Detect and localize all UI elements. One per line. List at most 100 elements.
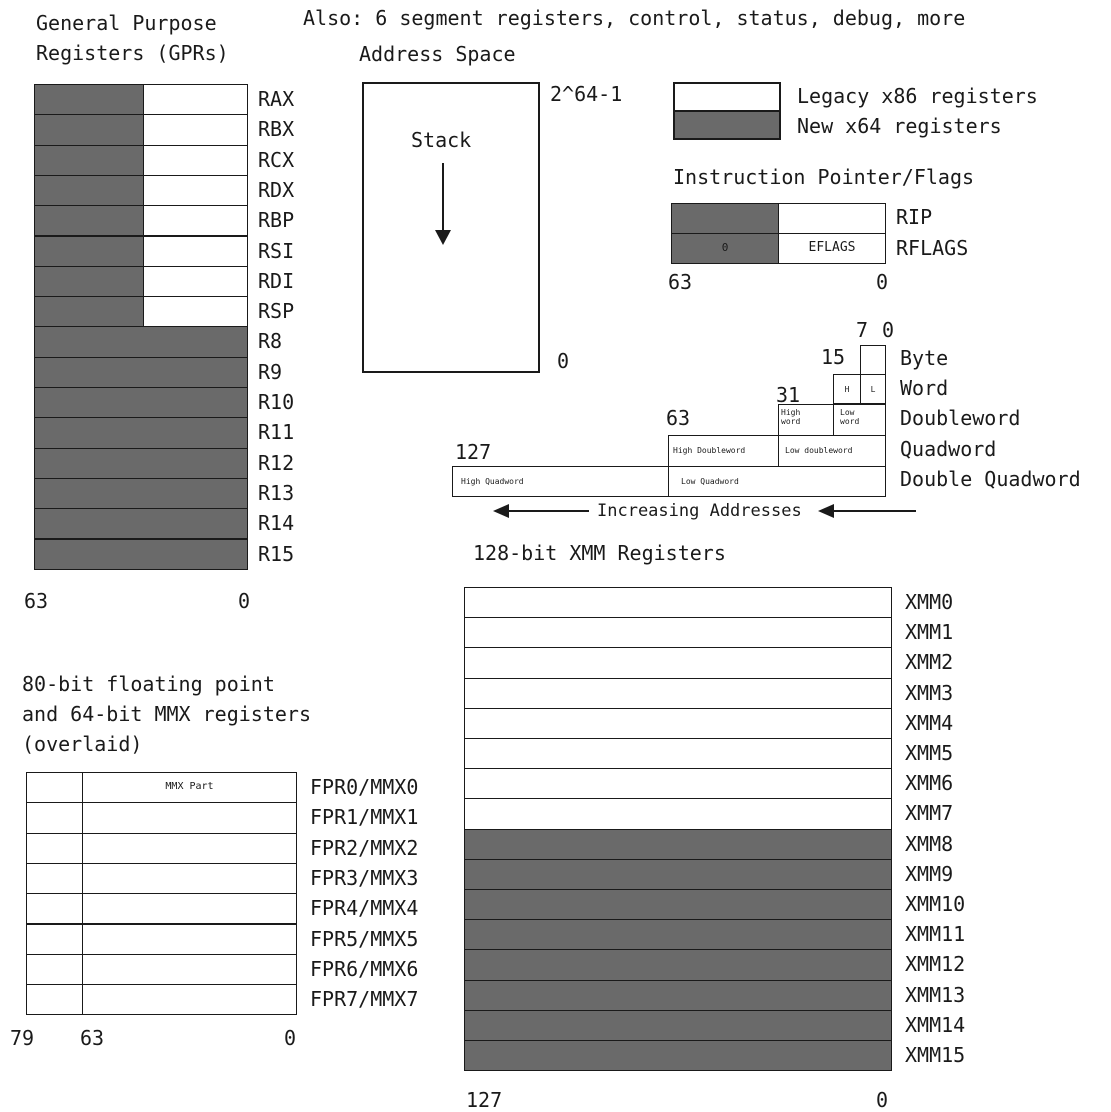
gpr-row-upper-part bbox=[34, 114, 144, 146]
legend-new-swatch bbox=[673, 110, 781, 140]
fpu-bit-79: 79 bbox=[10, 1026, 35, 1050]
fpu-label: FPR0/MMX0 bbox=[310, 775, 419, 799]
dword-low-word-cell: Low word bbox=[833, 404, 886, 436]
dqword-high-qword-cell: High Quadword bbox=[452, 466, 669, 497]
eflags-label: EFLAGS bbox=[808, 240, 856, 255]
gpr-label: R9 bbox=[258, 359, 283, 384]
gpr-label: RBP bbox=[258, 208, 295, 233]
gpr-row-new bbox=[34, 508, 248, 540]
xmm-label: XMM4 bbox=[905, 710, 954, 735]
gpr-label: R15 bbox=[258, 541, 295, 566]
rflags-label: RFLAGS bbox=[896, 236, 969, 260]
xmm-row bbox=[464, 828, 892, 860]
gpr-row-upper-part bbox=[34, 296, 144, 328]
gpr-row-new bbox=[34, 326, 248, 358]
ip-bit-0: 0 bbox=[876, 270, 889, 294]
fpu-label: FPR1/MMX1 bbox=[310, 805, 419, 830]
xmm-row bbox=[464, 798, 892, 830]
fpu-mmx-part: MMX Part bbox=[82, 772, 297, 804]
legend-new-label: New x64 registers bbox=[797, 114, 1002, 138]
fpu-label: FPR3/MMX3 bbox=[310, 865, 419, 890]
gpr-row-lower-part bbox=[143, 114, 248, 146]
legend-legacy-label: Legacy x86 registers bbox=[797, 84, 1038, 108]
gpr-row-new bbox=[34, 387, 248, 419]
fpu-exponent-part bbox=[26, 802, 83, 834]
xmm-label: XMM13 bbox=[905, 982, 966, 1007]
gpr-row-upper-part bbox=[34, 205, 144, 237]
gpr-label: RDI bbox=[258, 268, 295, 293]
xmm-label: XMM0 bbox=[905, 590, 954, 614]
fpu-exponent-part bbox=[26, 984, 83, 1016]
also-note: Also: 6 segment registers, control, stat… bbox=[303, 6, 966, 30]
fpu-title-line2: and 64-bit MMX registers bbox=[22, 702, 311, 726]
word-high-byte-cell: H bbox=[833, 374, 861, 404]
rip-low-part bbox=[778, 203, 886, 234]
size-word-label: Word bbox=[900, 376, 949, 400]
gpr-bit-63: 63 bbox=[24, 589, 49, 613]
gpr-title-line1: General Purpose bbox=[36, 11, 217, 35]
increasing-arrow-right-shaft bbox=[830, 510, 916, 512]
low-qword-label: Low Quadword bbox=[681, 477, 739, 486]
gpr-row-upper-part bbox=[34, 265, 144, 298]
gpr-row-upper-part bbox=[34, 144, 144, 176]
fpu-exponent-part bbox=[26, 893, 83, 925]
xmm-row bbox=[464, 768, 892, 800]
address-space-bottom: 0 bbox=[557, 349, 570, 373]
xmm-label: XMM2 bbox=[905, 650, 954, 675]
rip-high-part bbox=[671, 203, 779, 234]
gpr-label: RSI bbox=[258, 238, 295, 263]
xmm-row bbox=[464, 889, 892, 921]
gpr-label: R13 bbox=[258, 480, 295, 505]
fpu-mmx-part bbox=[82, 923, 297, 955]
gpr-row-lower-part bbox=[143, 84, 248, 116]
xmm-row bbox=[464, 677, 892, 709]
xmm-row bbox=[464, 949, 892, 981]
size-qword-label: Quadword bbox=[900, 437, 997, 461]
gpr-label: R8 bbox=[258, 329, 283, 354]
rip-label: RIP bbox=[896, 205, 933, 229]
xmm-row bbox=[464, 1009, 892, 1041]
gpr-row-new bbox=[34, 477, 248, 510]
stack-arrow-down-icon bbox=[435, 230, 451, 245]
xmm-row bbox=[464, 707, 892, 739]
rflags-high-part: 0 bbox=[671, 233, 779, 264]
stack-label: Stack bbox=[411, 128, 472, 152]
xmm-row bbox=[464, 1040, 892, 1072]
xmm-row bbox=[464, 858, 892, 890]
gpr-row-new bbox=[34, 356, 248, 388]
fpu-mmx-part bbox=[82, 862, 297, 895]
low-dword-label: Low doubleword bbox=[785, 446, 853, 455]
xmm-label: XMM15 bbox=[905, 1043, 966, 1067]
gpr-row-new bbox=[34, 538, 248, 570]
fpu-label: FPR2/MMX2 bbox=[310, 835, 419, 860]
qword-high-dword-cell: High Doubleword bbox=[668, 435, 779, 467]
fpu-exponent-part bbox=[26, 953, 83, 986]
xmm-label: XMM3 bbox=[905, 680, 954, 705]
gpr-row-upper-part bbox=[34, 84, 144, 116]
fpu-exponent-part bbox=[26, 862, 83, 895]
gpr-row-upper-part bbox=[34, 174, 144, 207]
fpu-exponent-part bbox=[26, 832, 83, 864]
fpu-mmx-part bbox=[82, 832, 297, 864]
rflags-eflags-part: EFLAGS bbox=[778, 233, 886, 264]
qword-low-dword-cell: Low doubleword bbox=[778, 435, 886, 467]
xmm-label: XMM10 bbox=[905, 892, 966, 916]
xmm-row bbox=[464, 979, 892, 1011]
increasing-arrow-left-shaft bbox=[507, 510, 589, 512]
gpr-label: R11 bbox=[258, 420, 295, 445]
size-bit-15: 15 bbox=[821, 345, 846, 369]
ip-bit-63: 63 bbox=[668, 270, 693, 294]
address-space-box bbox=[362, 82, 540, 373]
gpr-row-lower-part bbox=[143, 205, 248, 237]
fpu-mmx-part bbox=[82, 893, 297, 925]
gpr-row-lower-part bbox=[143, 144, 248, 176]
xmm-row bbox=[464, 587, 892, 619]
gpr-row-lower-part bbox=[143, 265, 248, 298]
fpu-mmx-part bbox=[82, 984, 297, 1016]
gpr-row-lower-part bbox=[143, 235, 248, 267]
fpu-label: FPR7/MMX7 bbox=[310, 987, 419, 1012]
xmm-row bbox=[464, 617, 892, 649]
size-bit-7: 7 bbox=[856, 318, 869, 342]
gpr-label: RDX bbox=[258, 177, 295, 202]
fpu-exponent-part bbox=[26, 923, 83, 955]
